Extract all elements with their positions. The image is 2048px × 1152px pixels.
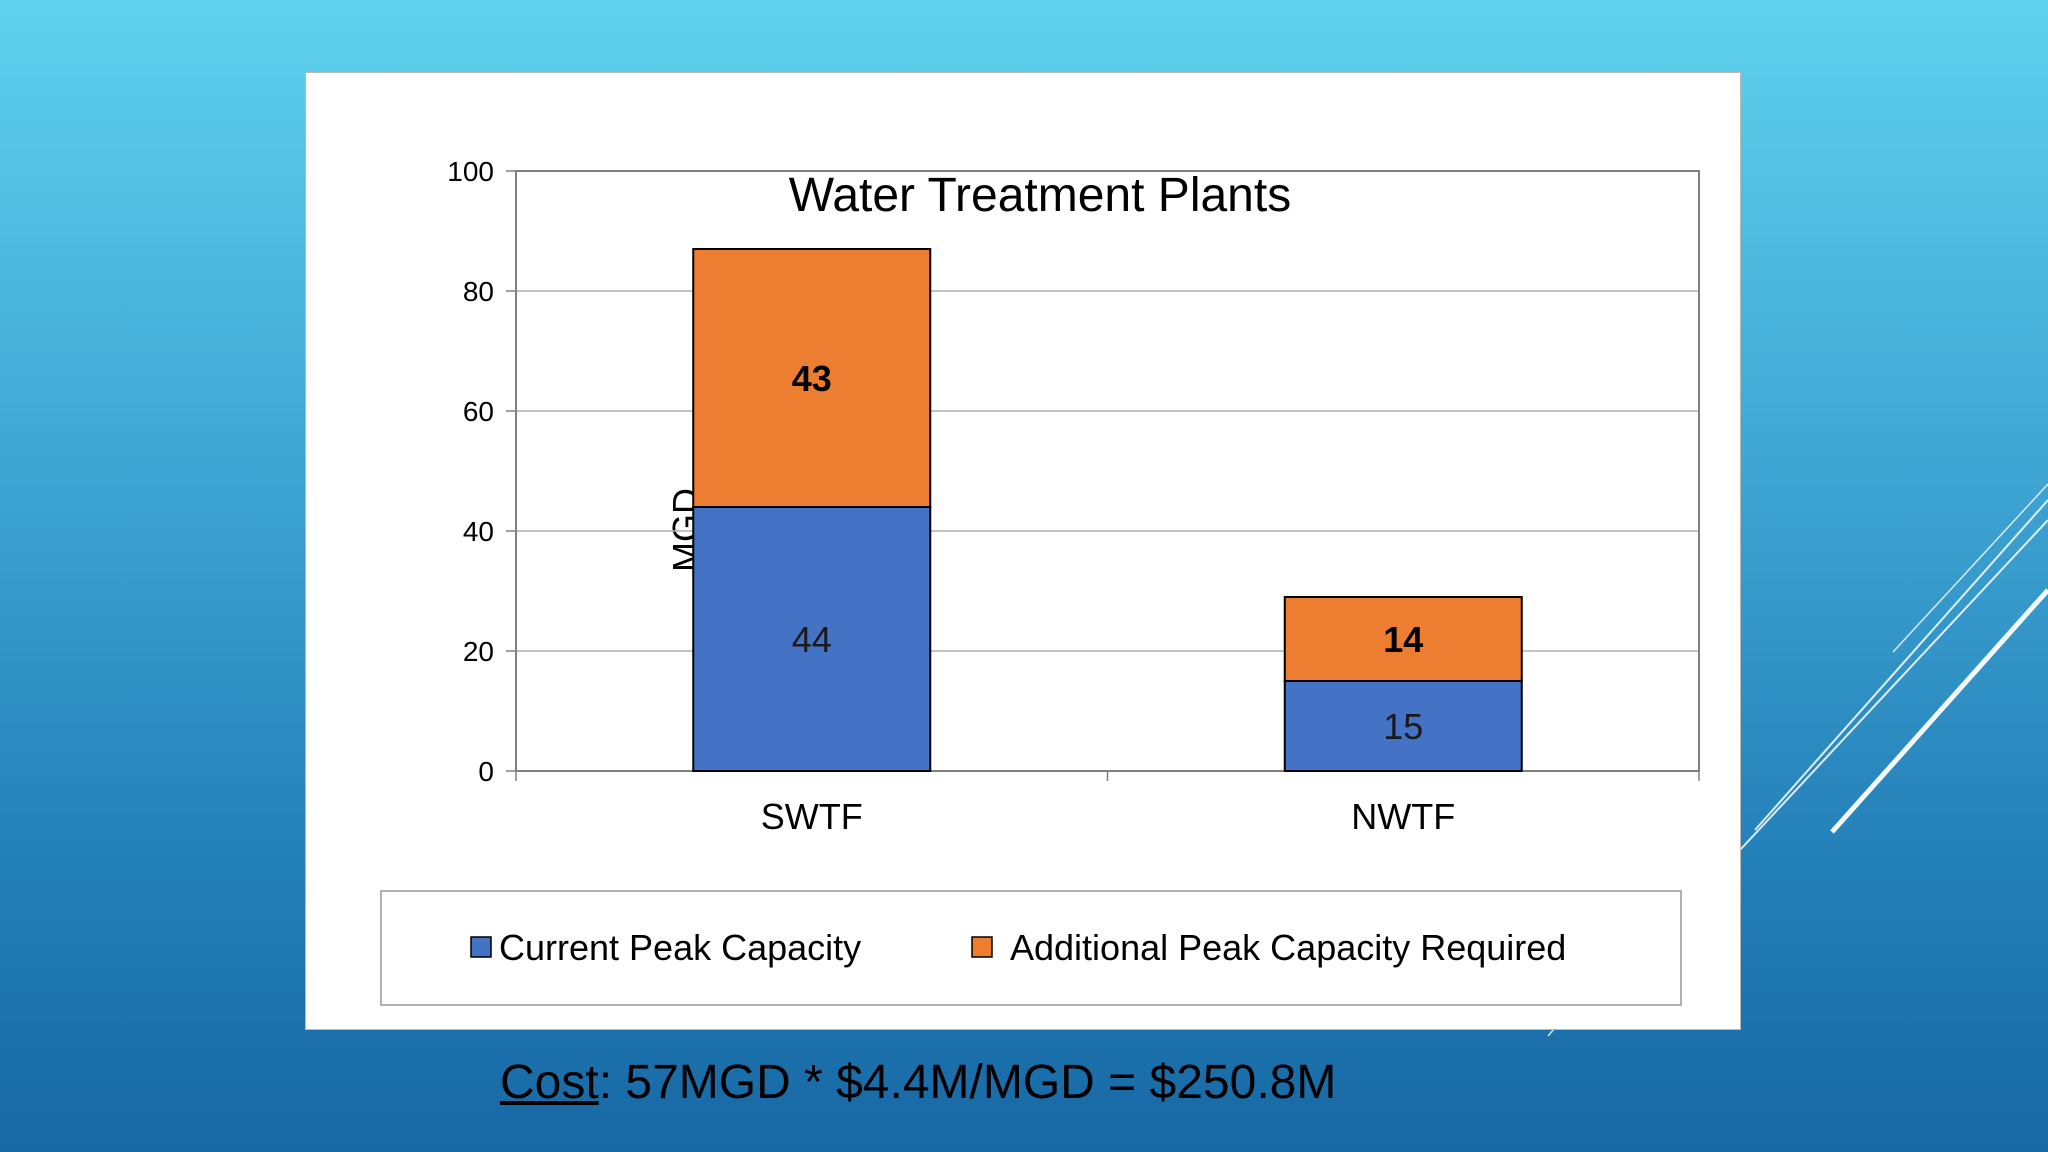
y-tick-label-60: 60 xyxy=(463,396,494,427)
data-label-swtf-current-peak-capacity: 44 xyxy=(792,619,832,660)
data-labels: 44 43 15 14 xyxy=(792,358,1424,747)
y-tick-label-20: 20 xyxy=(463,636,494,667)
chart-panel: Water Treatment Plants MGD 44 43 15 14 0 20 4… xyxy=(305,72,1741,1030)
legend-swatch-current-peak-capacity xyxy=(470,936,492,958)
decor-line-4 xyxy=(1892,483,2048,653)
legend-box xyxy=(380,890,1682,1006)
decor-line-1 xyxy=(1754,499,2048,831)
bars xyxy=(692,248,1523,772)
data-label-swtf-additional-peak-capacity-required: 43 xyxy=(792,358,832,399)
decor-line-2 xyxy=(1739,519,2048,851)
decor-line-3 xyxy=(1830,588,2048,834)
y-tick-label-0: 0 xyxy=(478,756,494,787)
x-tick-label-nwtf: NWTF xyxy=(1351,796,1455,837)
chart-title: Water Treatment Plants xyxy=(789,169,1291,222)
y-tick-label-80: 80 xyxy=(463,276,494,307)
data-label-nwtf-current-peak-capacity: 15 xyxy=(1383,706,1423,747)
bar-swtf-current-peak-capacity xyxy=(692,506,932,772)
bar-nwtf-current-peak-capacity xyxy=(1283,680,1523,772)
cost-formula: : 57MGD * $4.4M/MGD = $250.8M xyxy=(598,1056,1337,1109)
legend-label-current-peak-capacity: Current Peak Capacity xyxy=(499,927,861,968)
legend: Current Peak Capacity Additional Peak Ca… xyxy=(380,890,1682,1006)
legend-swatch-additional-peak-capacity-required xyxy=(971,936,993,958)
cost-label: Cost xyxy=(500,1056,599,1109)
y-tick-label-100: 100 xyxy=(447,156,494,187)
data-label-nwtf-additional-peak-capacity-required: 14 xyxy=(1383,619,1423,660)
axis-ticks: 0 20 40 60 80 100 SWTF NWTF xyxy=(447,156,1700,837)
x-tick-label-swtf: SWTF xyxy=(761,796,863,837)
bar-nwtf-additional-peak-capacity-required xyxy=(1283,596,1523,682)
cost-footer: Cost: 57MGD * $4.4M/MGD = $250.8M xyxy=(500,1055,1336,1110)
legend-label-additional-peak-capacity-required: Additional Peak Capacity Required xyxy=(1010,927,1566,968)
bar-swtf-additional-peak-capacity-required xyxy=(692,248,932,508)
y-tick-label-40: 40 xyxy=(463,516,494,547)
